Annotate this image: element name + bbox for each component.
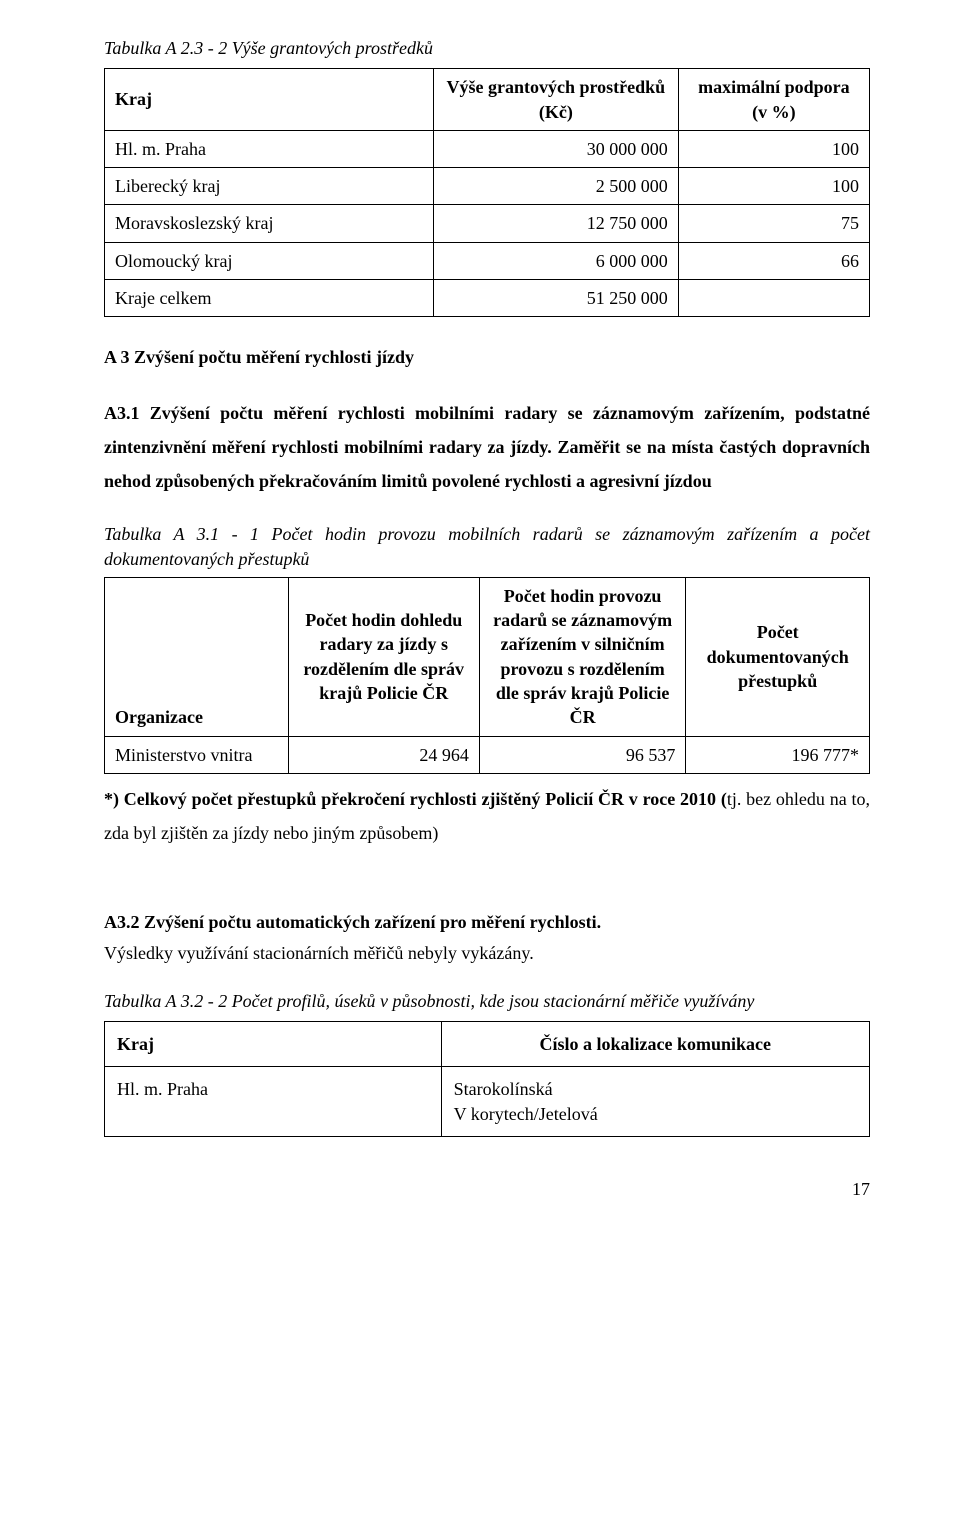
grant-pct: 100 <box>678 168 869 205</box>
radar-col-hours2: Počet hodin provozu radarů se záznamovým… <box>479 577 686 736</box>
grant-amount: 6 000 000 <box>433 242 678 279</box>
table-caption-radar: Tabulka A 3.1 - 1 Počet hodin provozu mo… <box>104 522 870 571</box>
radar-v1: 24 964 <box>288 736 479 773</box>
paragraph-a32: Výsledky využívání stacionárních měřičů … <box>104 941 870 965</box>
grant-pct: 75 <box>678 205 869 242</box>
footnote-bold: *) Celkový počet přestupků překročení ry… <box>104 789 727 809</box>
profile-value: Starokolínská V korytech/Jetelová <box>441 1067 869 1137</box>
paragraph-a31: A3.1 Zvýšení počtu měření rychlosti mobi… <box>104 396 870 499</box>
heading-a3: A 3 Zvýšení počtu měření rychlosti jízdy <box>104 345 870 369</box>
grant-amount: 2 500 000 <box>433 168 678 205</box>
radar-org: Ministerstvo vnitra <box>105 736 289 773</box>
table-row: Liberecký kraj 2 500 000 100 <box>105 168 870 205</box>
radar-v3: 196 777* <box>686 736 870 773</box>
grant-col-amount: Výše grantových prostředků (Kč) <box>433 69 678 131</box>
profile-table: Kraj Číslo a lokalizace komunikace Hl. m… <box>104 1021 870 1137</box>
grant-table: Kraj Výše grantových prostředků (Kč) max… <box>104 68 870 317</box>
radar-table: Organizace Počet hodin dohledu radary za… <box>104 577 870 774</box>
grant-col-pct: maximální podpora (v %) <box>678 69 869 131</box>
grant-label: Hl. m. Praha <box>105 130 434 167</box>
radar-col-count: Počet dokumentovaných přestupků <box>686 577 870 736</box>
grant-amount: 12 750 000 <box>433 205 678 242</box>
table-row: Ministerstvo vnitra 24 964 96 537 196 77… <box>105 736 870 773</box>
table-row: Olomoucký kraj 6 000 000 66 <box>105 242 870 279</box>
grant-pct: 100 <box>678 130 869 167</box>
grant-col-kraj: Kraj <box>105 69 434 131</box>
table-caption-profile: Tabulka A 3.2 - 2 Počet profilů, úseků v… <box>104 989 870 1013</box>
grant-amount: 30 000 000 <box>433 130 678 167</box>
grant-label: Moravskoslezský kraj <box>105 205 434 242</box>
profile-line2: V korytech/Jetelová <box>454 1104 598 1124</box>
table-row: Hl. m. Praha Starokolínská V korytech/Je… <box>105 1067 870 1137</box>
table-row-sum: Kraje celkem 51 250 000 <box>105 280 870 317</box>
grant-label: Liberecký kraj <box>105 168 434 205</box>
radar-col-org: Organizace <box>105 577 289 736</box>
grant-label: Olomoucký kraj <box>105 242 434 279</box>
grant-sum-amount: 51 250 000 <box>433 280 678 317</box>
grant-sum-empty <box>678 280 869 317</box>
footnote-block: *) Celkový počet přestupků překročení ry… <box>104 782 870 850</box>
heading-a32: A3.2 Zvýšení počtu automatických zařízen… <box>104 910 870 934</box>
page-number: 17 <box>104 1177 870 1201</box>
table-row: Hl. m. Praha 30 000 000 100 <box>105 130 870 167</box>
radar-v2: 96 537 <box>479 736 686 773</box>
table-caption-grants: Tabulka A 2.3 - 2 Výše grantových prostř… <box>104 36 870 60</box>
radar-col-hours1: Počet hodin dohledu radary za jízdy s ro… <box>288 577 479 736</box>
profile-col-location: Číslo a lokalizace komunikace <box>441 1022 869 1067</box>
profile-label: Hl. m. Praha <box>105 1067 442 1137</box>
profile-line1: Starokolínská <box>454 1079 553 1099</box>
grant-pct: 66 <box>678 242 869 279</box>
profile-col-kraj: Kraj <box>105 1022 442 1067</box>
grant-sum-label: Kraje celkem <box>105 280 434 317</box>
table-row: Moravskoslezský kraj 12 750 000 75 <box>105 205 870 242</box>
